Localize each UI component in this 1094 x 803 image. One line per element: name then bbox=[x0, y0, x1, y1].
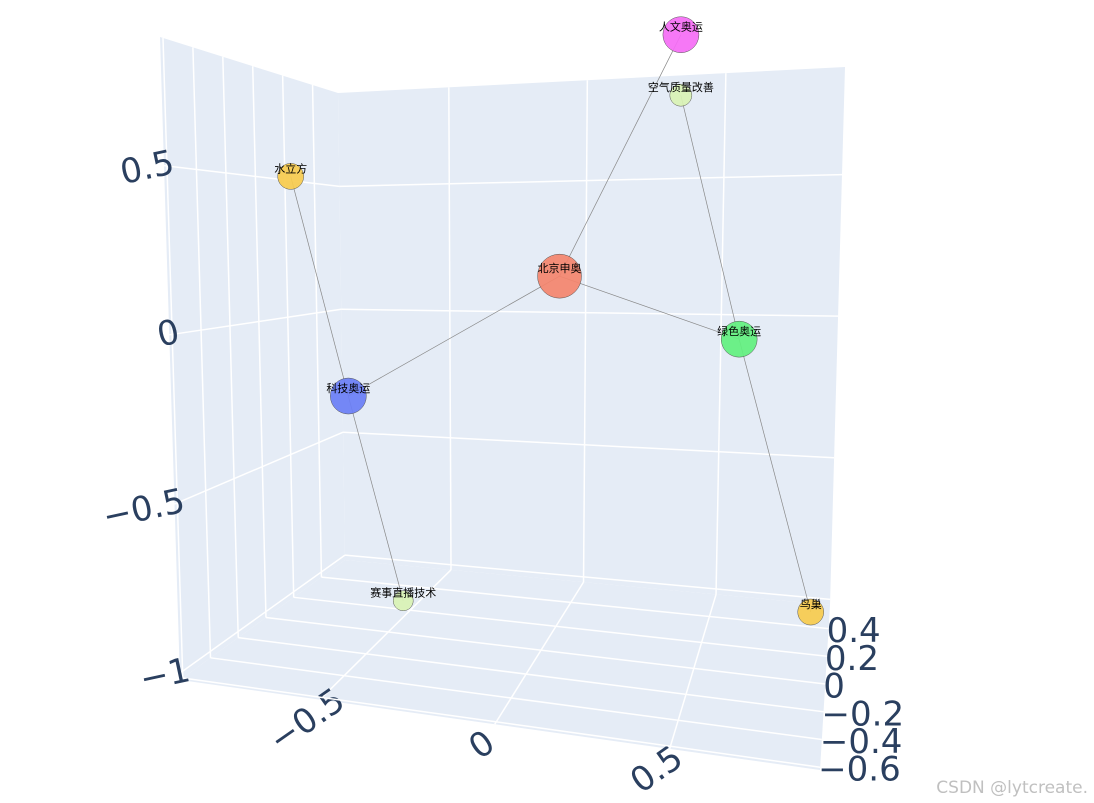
edge bbox=[559, 34, 682, 277]
z-tick-label: −1 bbox=[136, 650, 193, 700]
grid-line bbox=[179, 554, 346, 674]
grid-line bbox=[169, 308, 342, 336]
grid-line bbox=[251, 66, 267, 618]
node bbox=[330, 377, 367, 415]
node-label: 鸟巢 bbox=[800, 597, 822, 611]
grid-line bbox=[321, 576, 829, 630]
grid-line bbox=[715, 73, 727, 595]
node-label: 北京申奥 bbox=[538, 261, 582, 275]
node bbox=[537, 253, 582, 299]
node bbox=[662, 16, 700, 53]
node-label: 空气质量改善 bbox=[648, 80, 714, 94]
grid-line bbox=[293, 596, 827, 658]
grid-line bbox=[319, 569, 452, 701]
edge bbox=[680, 95, 740, 340]
node bbox=[797, 598, 824, 626]
watermark: CSDN @lytcreate. bbox=[936, 778, 1088, 798]
y-tick-label: −0.4 bbox=[820, 722, 903, 762]
grid-line bbox=[174, 431, 344, 505]
y-tick-label: −0.2 bbox=[822, 694, 905, 734]
edge bbox=[347, 395, 404, 601]
grid-line bbox=[163, 164, 340, 188]
node-label: 科技奥运 bbox=[326, 381, 370, 395]
node bbox=[669, 83, 693, 107]
node bbox=[277, 163, 304, 190]
grid-line bbox=[192, 47, 212, 658]
y-tick-label: 0.4 bbox=[827, 611, 881, 651]
grid-line bbox=[341, 308, 839, 317]
edge bbox=[738, 339, 812, 613]
grid-line bbox=[311, 84, 323, 578]
node-label: 水立方 bbox=[274, 161, 307, 175]
back-wall bbox=[338, 67, 845, 605]
node-label: 绿色奥运 bbox=[717, 324, 761, 338]
y-tick-label: −0.6 bbox=[818, 750, 901, 790]
grid-line bbox=[238, 636, 824, 713]
grid-line bbox=[182, 677, 821, 768]
node-label: 赛事直播技术 bbox=[370, 586, 436, 600]
grid-line bbox=[668, 594, 717, 750]
x-tick-label: 0 bbox=[462, 722, 503, 767]
y-tick-label: 0 bbox=[823, 667, 845, 707]
grid-line bbox=[582, 80, 589, 583]
z-tick-label: −0.5 bbox=[99, 481, 188, 537]
grid-line bbox=[339, 173, 843, 188]
grid-line bbox=[494, 581, 585, 725]
grid-line bbox=[222, 56, 239, 638]
edge bbox=[290, 176, 349, 397]
y-tick-label: 0.2 bbox=[825, 639, 879, 679]
grid-line bbox=[344, 554, 831, 601]
node bbox=[392, 590, 414, 611]
edge bbox=[348, 275, 560, 397]
grid-line bbox=[281, 75, 295, 598]
grid-line bbox=[162, 37, 184, 679]
node bbox=[720, 320, 758, 358]
grid-line bbox=[343, 431, 835, 459]
grid-line bbox=[210, 657, 822, 741]
grid-line bbox=[265, 616, 826, 685]
edge bbox=[559, 275, 740, 340]
grid-line bbox=[448, 87, 452, 570]
node-label: 人文奥运 bbox=[659, 20, 703, 34]
